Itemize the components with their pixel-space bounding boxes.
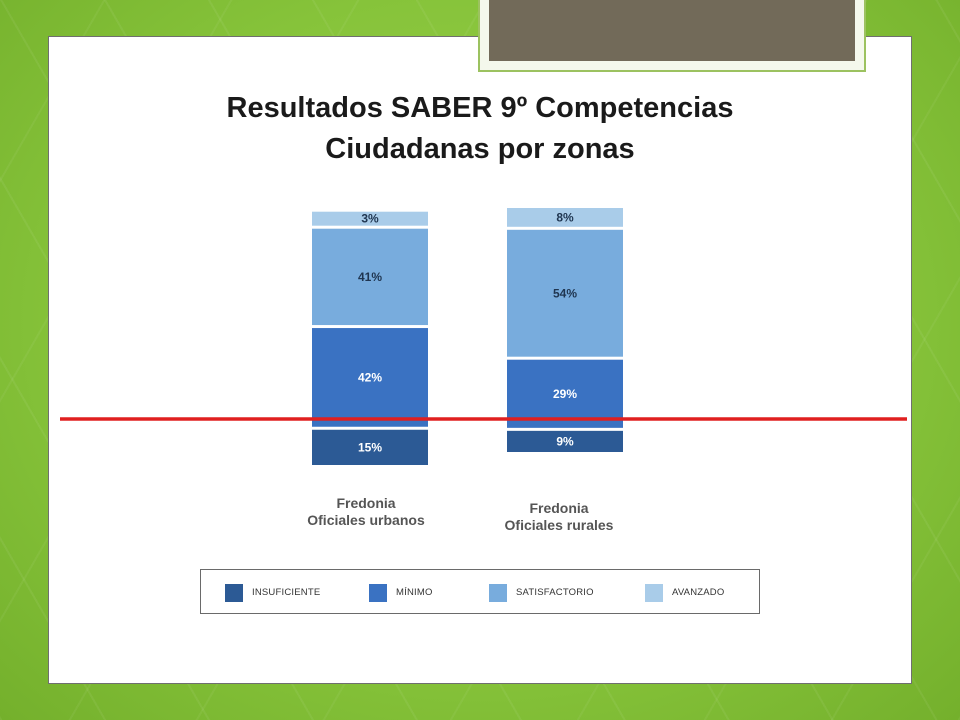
bar-segment-insuficiente-2 <box>507 430 623 452</box>
legend-label-avanzado: AVANZADO <box>672 587 725 598</box>
data-label-satisfactorio-2: 54% <box>553 286 577 300</box>
chart-legend: INSUFICIENTE MÍNIMO SATISFACTORIO AVANZA… <box>200 569 760 614</box>
legend-label-minimo: MÍNIMO <box>396 587 433 598</box>
header-tab-fill <box>489 0 855 61</box>
category-label-1-line-2: Oficiales urbanos <box>307 512 425 528</box>
bar-segment-avanzado-1 <box>312 211 428 226</box>
bar-segment-insuficiente-1 <box>312 429 428 465</box>
legend-swatch-avanzado <box>645 584 663 602</box>
data-label-insuficiente-1: 15% <box>358 440 382 454</box>
legend-swatch-insuficiente <box>225 584 243 602</box>
header-tab <box>478 0 866 72</box>
bar-segment-satisfactorio-2 <box>507 229 623 357</box>
title-line-2: Ciudadanas por zonas <box>325 133 635 165</box>
slide-title: Resultados SABER 9º Competencias Ciudada… <box>48 88 912 170</box>
category-label-1-line-1: Fredonia <box>336 495 395 511</box>
legend-label-insuficiente: INSUFICIENTE <box>252 587 321 598</box>
data-label-minimo-1: 42% <box>358 370 382 384</box>
data-label-avanzado-1: 3% <box>361 212 379 226</box>
legend-swatch-satisfactorio <box>489 584 507 602</box>
category-label-2-line-1: Fredonia <box>529 500 588 516</box>
bar-segment-minimo-1 <box>312 328 428 427</box>
bar-segment-satisfactorio-1 <box>312 228 428 326</box>
category-label-2-line-2: Oficiales rurales <box>505 517 614 533</box>
data-label-satisfactorio-1: 41% <box>358 270 382 284</box>
data-label-insuficiente-2: 9% <box>556 434 574 448</box>
bar-segment-minimo-2 <box>507 359 623 428</box>
data-label-avanzado-2: 8% <box>556 210 574 224</box>
data-label-minimo-2: 29% <box>553 387 577 401</box>
legend-label-satisfactorio: SATISFACTORIO <box>516 587 594 598</box>
title-line-1: Resultados SABER 9º Competencias <box>226 92 734 124</box>
bar-segment-avanzado-2 <box>507 208 623 227</box>
legend-swatch-minimo <box>369 584 387 602</box>
